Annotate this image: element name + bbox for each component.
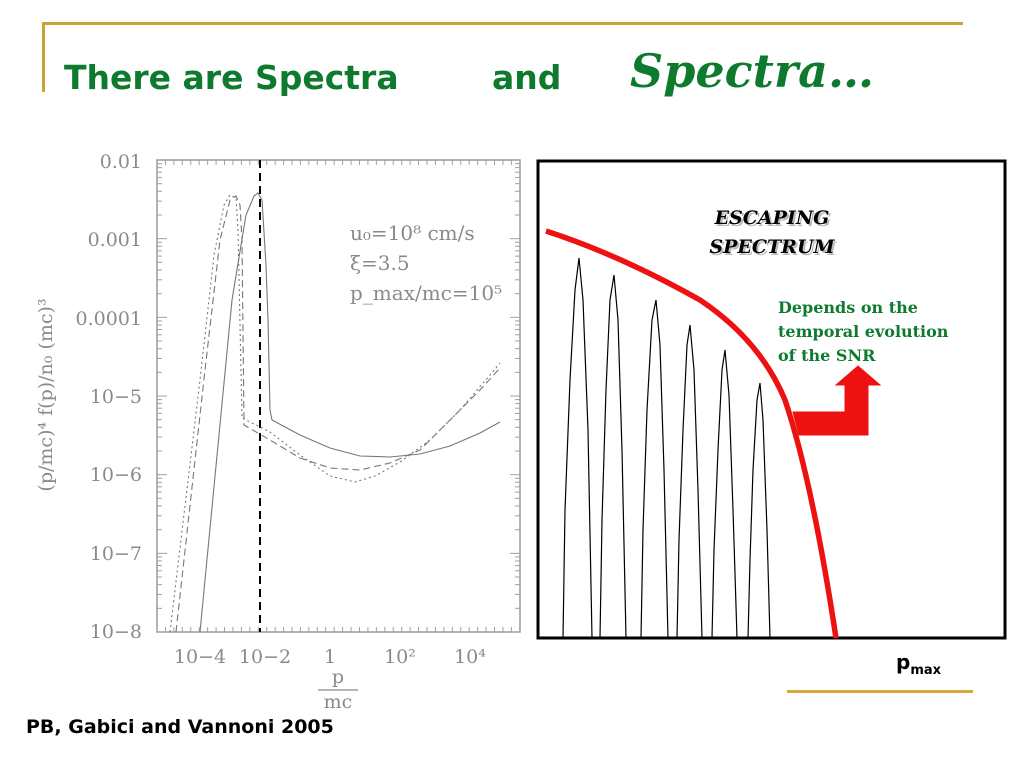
pmax-axis-label: pmax (896, 650, 941, 678)
escaping-spectrum-curve (545, 228, 839, 639)
x-label-numerator: p (332, 666, 344, 688)
escaping-spectrum-label: ESCAPING ESCAPING SPECTRUM SPECTRUM (709, 207, 837, 260)
x-tick-label: 1 (324, 646, 336, 668)
y-tick-label: 10−8 (90, 621, 142, 643)
spectrum-bump (640, 299, 669, 639)
snr-note-line-3: of the SNR (778, 346, 876, 365)
y-tick-label: 0.001 (88, 229, 142, 251)
left-plot-y-tick-labels: 0.01 0.001 0.0001 10−5 10−6 10−7 10−8 (76, 151, 142, 643)
y-tick-label: 10−7 (90, 543, 142, 565)
snr-note-line-1: Depends on the (778, 298, 918, 317)
spectrum-bump (599, 274, 627, 639)
left-plot-annotation: u₀=10⁸ cm/s ξ=3.5 p_max/mc=10⁵ (350, 221, 502, 305)
escaping-label-shadow-1: ESCAPING (716, 209, 832, 231)
right-plot-bumps (562, 257, 771, 639)
x-tick-label: 10−2 (239, 646, 291, 668)
escaping-label-line-2: SPECTRUM (709, 236, 835, 258)
left-plot-x-tick-labels: 10−4 10−2 1 10² 10⁴ (174, 646, 486, 668)
pmax-main: p (896, 650, 911, 674)
y-tick-label: 10−6 (90, 464, 142, 486)
spectrum-bump (711, 349, 738, 639)
left-plot-minor-ticks (156, 160, 521, 633)
frame-left-rule (42, 22, 45, 92)
left-plot: 0.01 0.001 0.0001 10−5 10−6 10−7 10−8 10… (35, 151, 521, 713)
escaping-label-shadow-2: SPECTRUM (711, 238, 837, 260)
spectrum-bump (562, 257, 593, 639)
escaping-label-line-1: ESCAPING (714, 207, 830, 229)
y-tick-label: 10−5 (90, 386, 142, 408)
right-plot-frame (536, 159, 1007, 640)
annotation-pmax: p_max/mc=10⁵ (350, 281, 502, 305)
title-part-2: and (492, 58, 562, 97)
y-axis-label: (p/mc)⁴ f(p)/n₀ (mc)³ (35, 298, 57, 491)
x-tick-label: 10² (384, 646, 416, 668)
citation: PB, Gabici and Vannoni 2005 (26, 716, 334, 738)
spectrum-bump (747, 382, 771, 639)
left-plot-x-label: p mc (318, 666, 358, 713)
arrow-shape (792, 365, 882, 436)
y-tick-label: 0.0001 (76, 308, 142, 330)
spectrum-bump (676, 324, 703, 639)
pmax-subscript: max (910, 663, 942, 678)
annotation-xi: ξ=3.5 (350, 251, 410, 275)
annotation-velocity: u₀=10⁸ cm/s (350, 221, 475, 245)
x-tick-label: 10−4 (174, 646, 226, 668)
snr-note-line-2: temporal evolution (778, 322, 949, 341)
x-label-denominator: mc (324, 691, 353, 713)
x-tick-label: 10⁴ (454, 646, 486, 668)
pmax-underline (787, 690, 973, 693)
title-part-3: Spectra… (630, 44, 874, 98)
snr-note: Depends on the temporal evolution of the… (778, 298, 949, 365)
y-tick-label: 0.01 (100, 151, 142, 173)
title-part-1: There are Spectra (64, 58, 399, 97)
dashed-spectrum-curve (175, 195, 501, 633)
frame-top-rule (42, 22, 963, 25)
solid-spectrum-curve (199, 192, 501, 633)
